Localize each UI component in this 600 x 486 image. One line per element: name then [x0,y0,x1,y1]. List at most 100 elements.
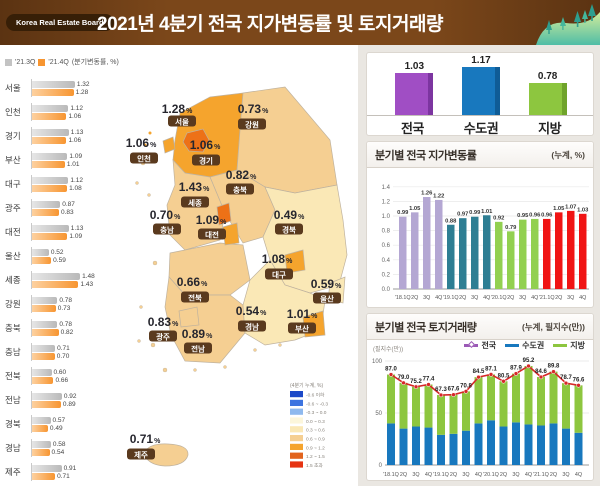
volume-bar-sudogwon [474,423,483,465]
map-label-jeonnam: 0.89%전남 [182,327,213,354]
legend-label-3q: '21.3Q [15,58,36,66]
svg-text:4Q: 4Q [579,295,586,301]
svg-text:100: 100 [372,359,383,365]
region-row: 제주 0.91 0.71 [2,460,123,484]
region-row: 전남 0.92 0.89 [2,388,123,412]
svg-text:강원: 강원 [245,120,259,130]
volume-bar-jibang [562,383,570,429]
map-region-jeju [143,443,189,467]
region-row: 충남 0.71 0.70 [2,340,123,364]
svg-text:광주: 광주 [156,332,170,342]
svg-text:0.9 ~ 1.2: 0.9 ~ 1.2 [306,445,325,451]
summary-baseline [367,115,593,116]
svg-text:4Q: 4Q [435,295,442,301]
map-region-daegu [284,249,306,274]
volume-bar-sudogwon [424,427,433,465]
svg-text:4Q: 4Q [425,472,432,478]
volume-bar-sudogwon [387,423,395,465]
svg-text:인천: 인천 [137,154,151,164]
svg-text:충남: 충남 [160,225,174,235]
region-bar-value: 0.70 [56,352,70,360]
volume-total-marker [563,380,569,386]
volume-legend-line [464,341,479,349]
region-bar-4q [32,184,68,192]
volume-bar-jibang [549,371,558,424]
svg-text:대전: 대전 [205,230,219,240]
volume-total-marker [401,380,406,386]
region-bar-4q [32,472,56,480]
volume-legend-label: 수도권 [522,341,545,350]
svg-text:0.99: 0.99 [469,210,481,216]
svg-text:세종: 세종 [188,198,202,208]
svg-text:3Q: 3Q [412,472,419,478]
region-bar-value: 0.91 [63,464,77,472]
svg-text:1.0: 1.0 [382,214,391,220]
region-row-label: 충남 [5,347,21,357]
region-row-label: 강원 [5,299,21,309]
summary-bar-value: 0.78 [537,71,558,83]
rate-trend-card: 분기별 전국 지가변동률 (누계, %) 0.0 0.2 0.4 0.6 0.8 1.0 1… [366,141,594,308]
map-island [253,348,257,352]
volume-legend-item: 전국 [464,340,496,351]
region-bar-3q [32,152,68,160]
svg-text:서울: 서울 [175,117,189,127]
rate-bar [483,215,491,289]
region-row-label: 서울 [5,83,21,93]
volume-total-marker [426,382,431,387]
summary-bar-label: 수도권 [463,121,499,136]
region-bar-4q [32,208,59,216]
map-island [193,368,197,372]
volume-legend: 전국 수도권 지방 [464,340,585,351]
svg-text:제주: 제주 [134,450,148,460]
region-bar-value: 1.01 [66,160,80,168]
region-bar-3q [32,272,81,280]
region-row-label: 대전 [5,227,21,237]
region-bar-value: 1.08 [69,184,82,192]
svg-text:0.4: 0.4 [382,258,391,264]
region-row-label: 전남 [5,395,21,405]
svg-text:(4분기 누계, %): (4분기 누계, %) [290,382,323,389]
summary-labels: 전국 수도권 지방 [367,118,593,136]
volume-bar-sudogwon [537,425,545,465]
rate-bar [495,221,503,289]
volume-bar-jibang [512,373,520,423]
region-bar-value: 1.48 [82,272,95,280]
svg-text:'18.1Q: '18.1Q [395,295,411,301]
svg-text:-0.6 ~ -0.3: -0.6 ~ -0.3 [306,401,328,407]
region-bar-value: 1.28 [75,88,89,96]
region-bar-4q [32,448,50,456]
region-bar-3q [32,176,69,184]
volume-total-marker [501,379,506,384]
region-bar-4q [32,160,65,168]
rate-bar [531,218,539,289]
svg-text:1.03: 1.03 [577,207,589,213]
volume-bar-sudogwon [462,430,470,465]
volume-bar-jibang [387,374,395,424]
svg-text:3Q: 3Q [471,295,478,301]
region-bar-value: 0.52 [50,248,64,256]
region-bar-3q [32,80,75,88]
svg-text:1.2: 1.2 [382,199,391,205]
map-island [162,367,168,373]
region-row-label: 충북 [5,323,21,333]
region-row-label: 울산 [5,251,21,261]
volume-bar-jibang [474,377,483,424]
volume-bar-sudogwon [437,434,445,465]
region-bar-4q [32,112,67,120]
page-title: 2021년 4분기 전국 지가변동률 및 토지거래량 [97,14,443,35]
map-region-seoul [182,128,210,153]
volume-bar-sudogwon [524,424,533,465]
region-row: 서울 1.32 1.28 [2,76,123,100]
region-row-label: 경기 [5,131,21,141]
region-bar-value: 1.13 [70,224,84,232]
svg-text:1.5 초과: 1.5 초과 [306,462,323,469]
region-bar-legend: '21.3Q '21.4Q (분기변동률, %) [5,57,119,67]
region-row-label: 부산 [5,155,21,165]
volume-legend-line [505,344,520,347]
legend-swatch-4q [38,58,46,66]
map-island [143,143,147,147]
svg-text:4Q: 4Q [525,472,532,478]
korea-choropleth-map: 1.06% 경기 0.73% 강원 0.82% 충북 0.70% 충남 0.49% 경북 0.66%… [125,45,360,486]
region-bar-value: 0.78 [59,296,72,304]
